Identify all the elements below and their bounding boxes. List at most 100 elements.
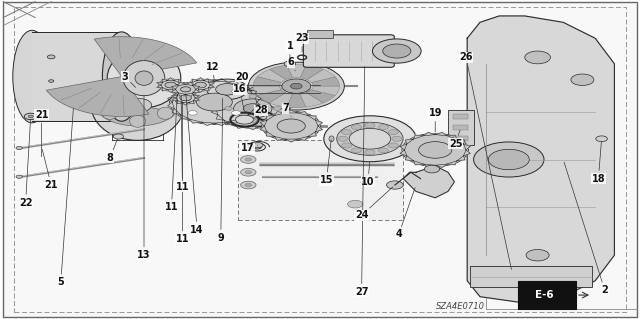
Polygon shape (189, 119, 202, 123)
Text: 10: 10 (361, 162, 375, 187)
Polygon shape (192, 88, 198, 91)
Text: 28: 28 (254, 105, 268, 116)
Bar (307, 30, 333, 38)
Circle shape (378, 125, 388, 130)
Circle shape (248, 62, 344, 110)
Circle shape (16, 146, 22, 150)
Polygon shape (253, 86, 281, 95)
Circle shape (351, 125, 362, 130)
Polygon shape (298, 85, 302, 93)
Polygon shape (400, 144, 407, 150)
Text: 6: 6 (288, 57, 295, 71)
Text: 24: 24 (355, 187, 393, 220)
FancyBboxPatch shape (303, 35, 394, 67)
Circle shape (113, 134, 124, 139)
Bar (453, 136, 468, 141)
Circle shape (195, 82, 206, 88)
Polygon shape (162, 88, 168, 91)
Circle shape (236, 115, 253, 124)
Polygon shape (306, 85, 310, 93)
Circle shape (232, 89, 241, 93)
Text: E-6: E-6 (535, 290, 554, 300)
Bar (453, 125, 468, 130)
Polygon shape (202, 122, 214, 125)
Polygon shape (300, 65, 323, 79)
Ellipse shape (135, 71, 153, 85)
Text: 19: 19 (428, 108, 442, 132)
Circle shape (288, 63, 292, 65)
Polygon shape (269, 93, 292, 107)
Circle shape (241, 168, 256, 176)
Circle shape (173, 83, 198, 96)
Polygon shape (248, 90, 257, 96)
Circle shape (596, 136, 607, 142)
Circle shape (387, 181, 403, 189)
Polygon shape (413, 161, 424, 165)
Text: 26: 26 (459, 52, 511, 269)
Polygon shape (248, 85, 252, 93)
Circle shape (277, 119, 305, 133)
Circle shape (225, 107, 232, 110)
Polygon shape (281, 115, 289, 120)
Circle shape (282, 79, 311, 93)
Circle shape (348, 200, 363, 208)
Text: 16: 16 (233, 84, 247, 110)
Circle shape (232, 111, 241, 115)
Polygon shape (209, 82, 214, 85)
Text: 21: 21 (35, 110, 49, 157)
Polygon shape (192, 79, 198, 82)
Polygon shape (269, 65, 292, 79)
Polygon shape (312, 77, 339, 86)
Ellipse shape (107, 48, 181, 108)
Polygon shape (189, 81, 202, 85)
Wedge shape (47, 77, 149, 116)
Circle shape (188, 111, 197, 115)
Polygon shape (297, 137, 308, 140)
Polygon shape (209, 85, 214, 88)
Polygon shape (216, 97, 225, 102)
Polygon shape (307, 69, 335, 83)
Polygon shape (264, 85, 269, 93)
Polygon shape (214, 122, 227, 125)
Polygon shape (193, 89, 200, 93)
Polygon shape (288, 108, 294, 115)
Polygon shape (198, 78, 204, 80)
Polygon shape (173, 88, 179, 91)
Polygon shape (248, 108, 257, 115)
Polygon shape (179, 82, 186, 86)
Circle shape (24, 113, 37, 120)
Polygon shape (246, 127, 259, 130)
Polygon shape (204, 88, 209, 91)
Polygon shape (405, 156, 413, 161)
Circle shape (284, 61, 296, 67)
Circle shape (180, 87, 191, 92)
Polygon shape (179, 93, 186, 96)
Circle shape (337, 122, 403, 155)
Polygon shape (157, 85, 163, 88)
Polygon shape (285, 110, 297, 113)
Text: 8: 8 (107, 139, 117, 163)
Polygon shape (177, 101, 182, 104)
Polygon shape (463, 144, 470, 150)
Ellipse shape (102, 32, 141, 121)
Bar (470, 266, 592, 287)
Text: 15: 15 (319, 140, 333, 185)
Text: 11: 11 (164, 95, 179, 212)
Text: 9: 9 (218, 99, 224, 243)
Ellipse shape (91, 70, 184, 140)
Polygon shape (179, 82, 184, 85)
Polygon shape (308, 132, 316, 137)
Circle shape (234, 99, 272, 118)
Polygon shape (239, 85, 248, 90)
Circle shape (188, 79, 212, 91)
Circle shape (571, 74, 594, 85)
Polygon shape (172, 89, 179, 93)
Polygon shape (257, 69, 286, 83)
Circle shape (392, 136, 402, 141)
Polygon shape (180, 85, 189, 90)
Polygon shape (285, 139, 297, 142)
Polygon shape (193, 95, 200, 98)
Text: 5: 5 (58, 108, 74, 287)
Text: 11: 11 (175, 95, 189, 192)
Circle shape (388, 130, 398, 135)
